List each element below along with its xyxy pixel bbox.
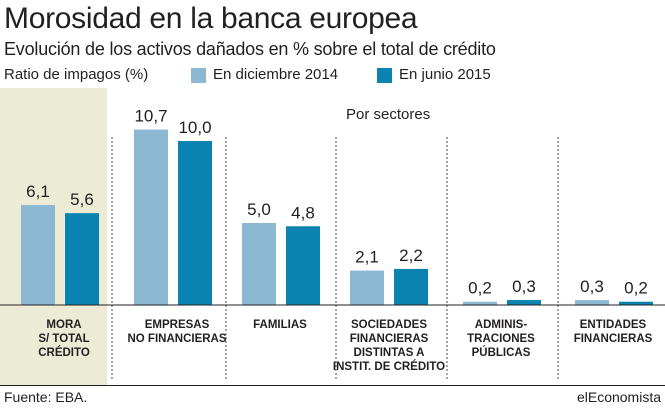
category-label: FINANCIERAS (350, 333, 429, 345)
category-label: S/ TOTAL (38, 333, 89, 345)
bar-value-label: 6,1 (26, 182, 50, 201)
chart-subtitle: Evolución de los activos dañados en % so… (4, 39, 496, 59)
value-labels: 6,1 10,7 5,0 2,1 0,2 0,3 5,6 10,0 4,8 2,2 0,3 0,2 (26, 107, 648, 298)
category-label: ADMINIS- (475, 319, 528, 331)
bar-value-label: 0,3 (580, 277, 604, 296)
footer-rule (0, 385, 665, 386)
category-label: ENTIDADES (580, 319, 647, 331)
category-label: FINANCIERAS (574, 333, 653, 345)
legend-label-jun-2015: En junio 2015 (399, 66, 491, 83)
bar-value-label: 4,8 (291, 203, 315, 222)
legend-swatch-jun-2015 (377, 68, 392, 83)
bar (507, 300, 541, 305)
source-note: Fuente: EBA. (4, 389, 88, 405)
bar (350, 270, 384, 305)
chart-title: Morosidad en la banca europea (4, 2, 418, 35)
bar (134, 129, 168, 305)
bar-chart: Por sectores 6,1 10,7 5,0 2,1 0,2 0,3 5,6 10,0 4… (0, 88, 665, 385)
bar (463, 301, 497, 305)
bar (394, 268, 428, 305)
legend-swatch-dec-2014 (191, 68, 206, 83)
bars (21, 129, 653, 305)
bar-value-label: 10,0 (178, 118, 211, 137)
category-label: PÚBLICAS (472, 346, 531, 359)
category-label: CRÉDITO (38, 346, 90, 359)
bar (178, 141, 212, 305)
bar (242, 223, 276, 305)
category-label: MORA (46, 319, 81, 331)
category-label: TRACIONES (467, 333, 535, 345)
bar (286, 226, 320, 305)
category-label: EMPRESAS (145, 319, 210, 331)
bar-value-label: 2,1 (355, 248, 379, 267)
bar-value-label: 10,7 (134, 107, 167, 126)
bar-value-label: 0,2 (468, 279, 492, 298)
bar-value-label: 0,3 (512, 277, 536, 296)
y-axis-label: Ratio de impagos (%) (4, 66, 149, 83)
category-label: FAMILIAS (253, 319, 307, 331)
bar (619, 301, 653, 305)
bar-value-label: 5,0 (247, 200, 271, 219)
brand-logo: elEconomista (576, 389, 661, 405)
category-label: DISTINTAS A (354, 347, 425, 359)
sectors-annotation: Por sectores (346, 106, 430, 123)
bar (65, 213, 99, 305)
legend-label-dec-2014: En diciembre 2014 (213, 66, 339, 83)
bar (21, 204, 55, 305)
bar (575, 300, 609, 305)
bar-value-label: 2,2 (399, 246, 423, 265)
category-label: NO FINANCIERAS (127, 333, 226, 345)
category-label: INSTIT. DE CRÉDITO (333, 360, 445, 373)
sector-dividers (111, 137, 559, 380)
bar-value-label: 5,6 (70, 190, 94, 209)
bar-value-label: 0,2 (624, 279, 648, 298)
category-label: SOCIEDADES (351, 319, 427, 331)
